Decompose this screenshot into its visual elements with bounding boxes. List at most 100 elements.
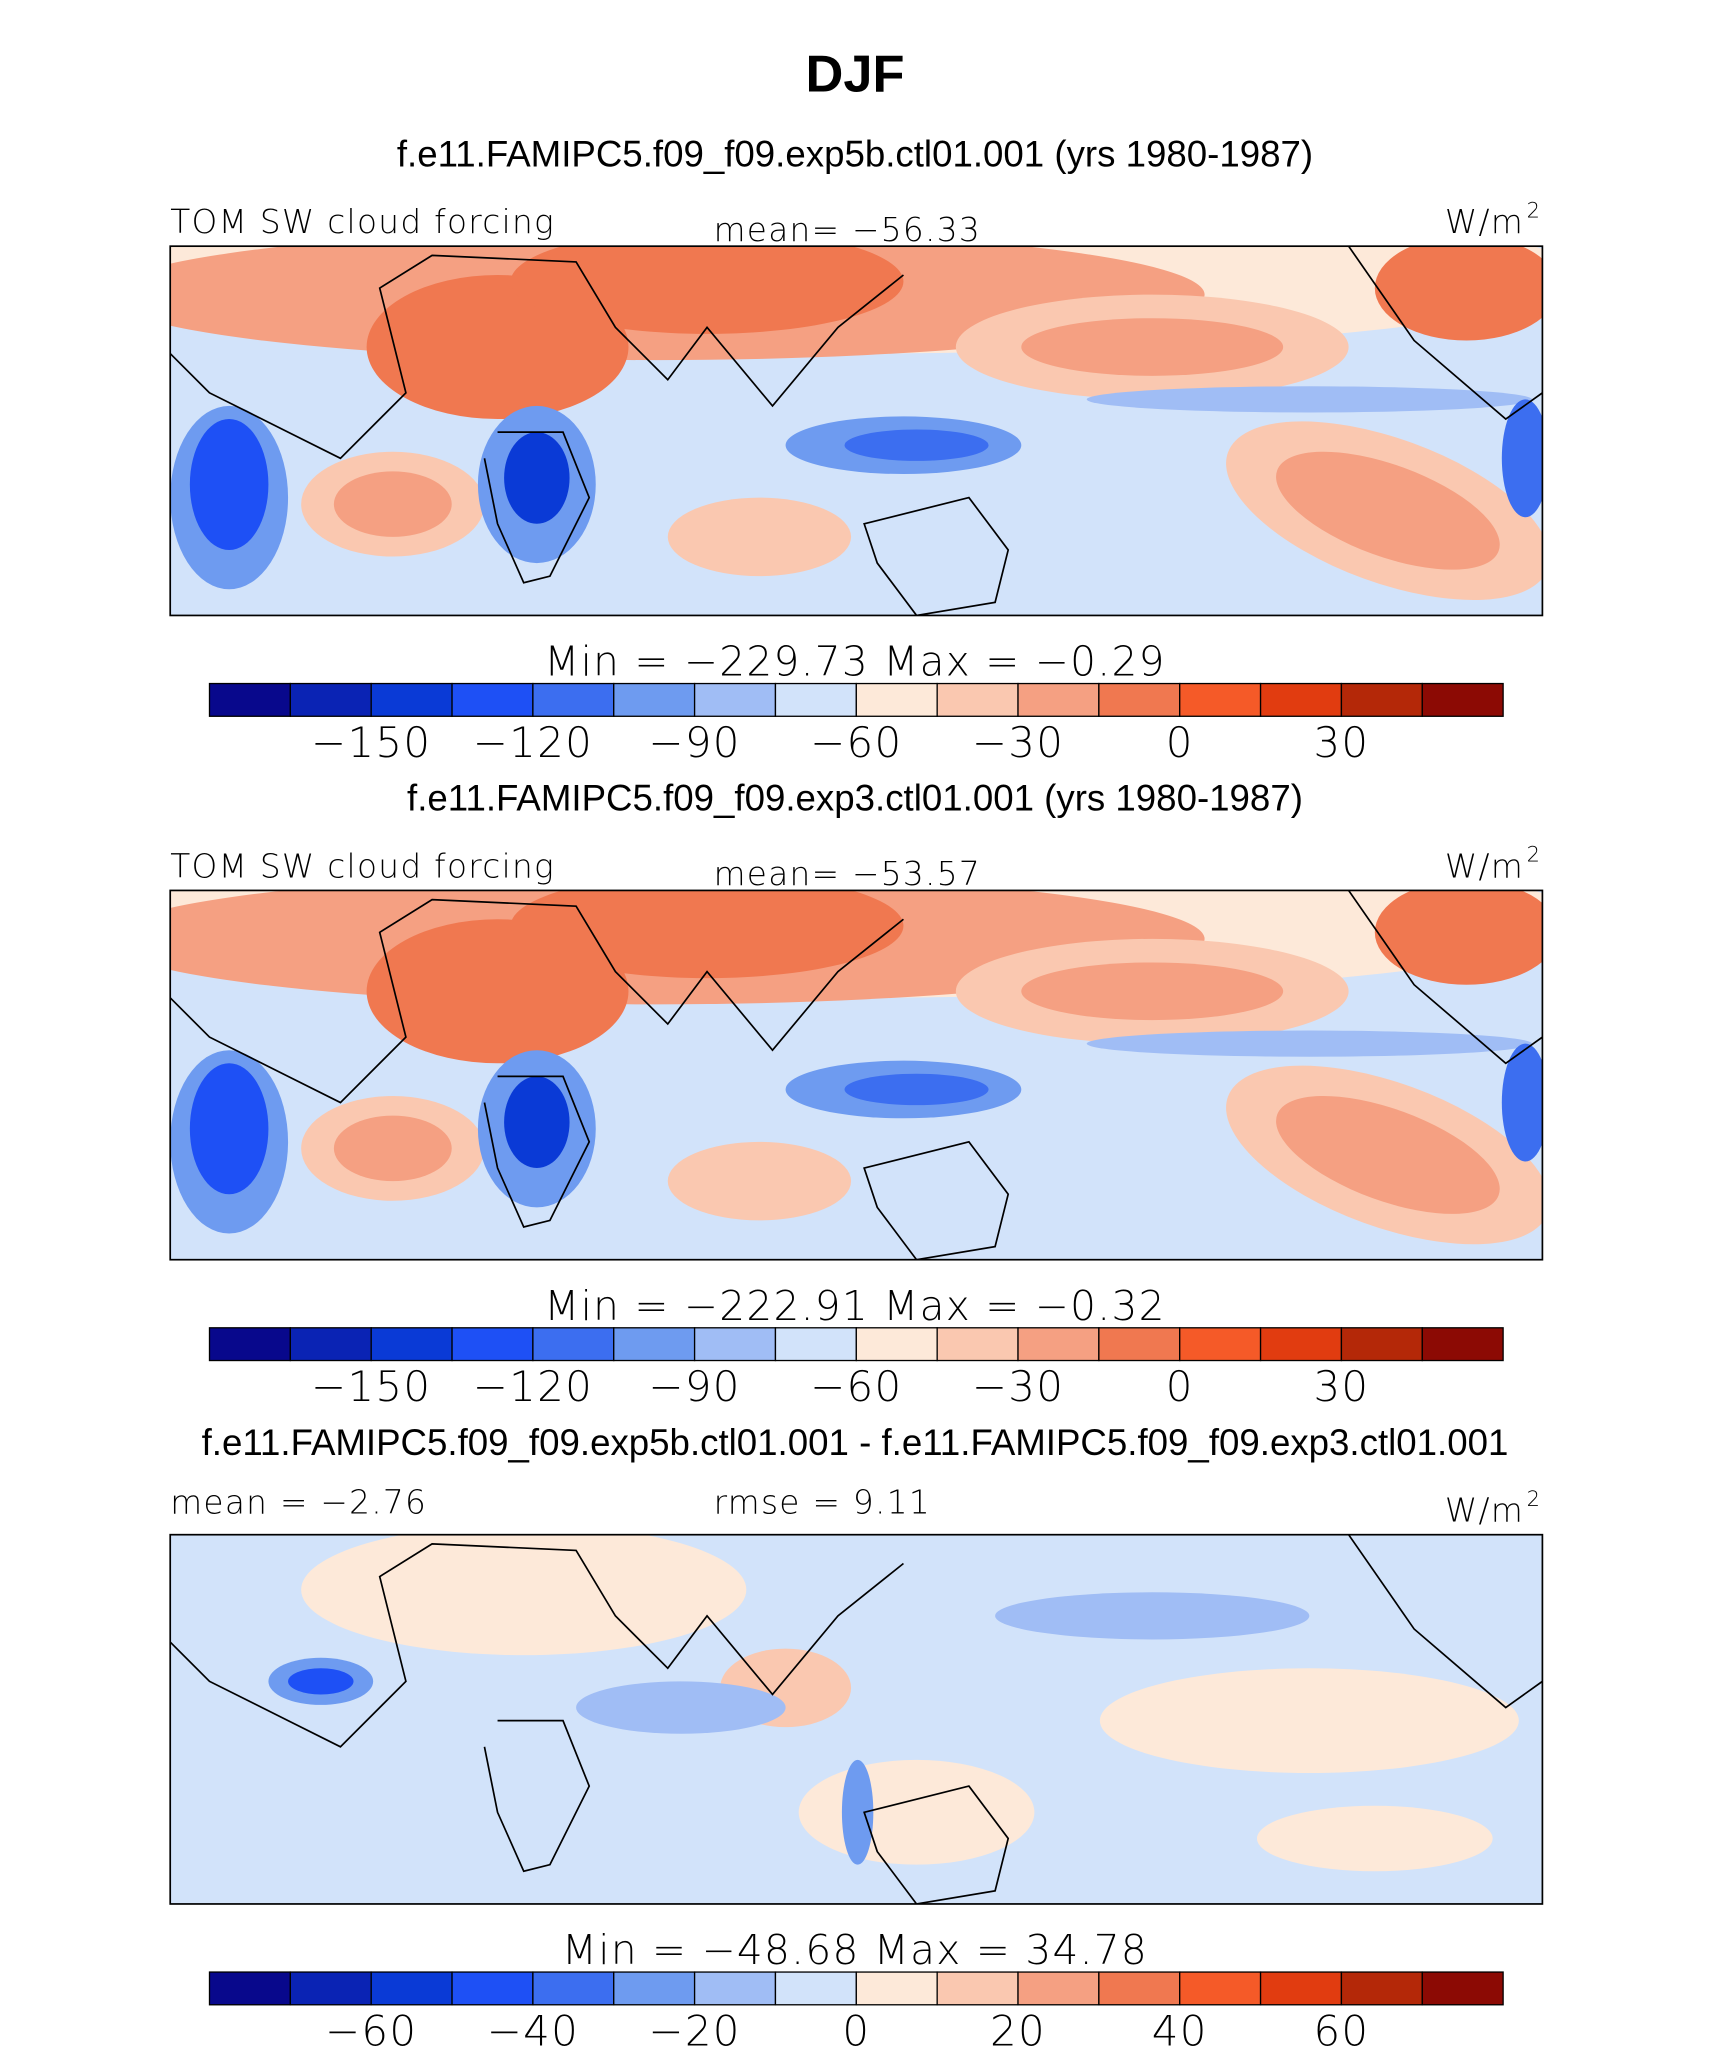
colorbar-box — [936, 682, 1019, 717]
colorbar-box — [936, 1327, 1019, 1362]
field-patch — [1374, 890, 1543, 985]
colorbar-tick-label: −150 — [311, 718, 431, 767]
colorbar-tick-label: −40 — [487, 2006, 579, 2048]
panel-subtitle: f.e11.FAMIPC5.f09_f09.exp5b.ctl01.001 - … — [202, 1422, 1509, 1463]
colorbar-box — [1340, 1327, 1423, 1362]
field-patch — [995, 1592, 1310, 1640]
colorbar-tick-label: −90 — [648, 718, 740, 767]
colorbar-box — [774, 682, 857, 717]
colorbar-box — [774, 1327, 857, 1362]
colorbar-box — [613, 1327, 696, 1362]
field-patch — [504, 1076, 570, 1169]
field-patch — [1276, 1095, 1500, 1214]
field-patch — [189, 1063, 269, 1195]
colorbar-box — [1421, 1327, 1504, 1362]
units-superscript: 2 — [1527, 198, 1542, 222]
coastline — [170, 890, 1543, 1260]
field-patch — [1021, 962, 1284, 1021]
colorbar-box — [451, 1327, 534, 1362]
colorbar-box — [208, 682, 292, 717]
colorbar-tick-label: 20 — [990, 2006, 1046, 2048]
colorbar-box — [1259, 1327, 1343, 1362]
colorbar-box — [532, 1327, 615, 1362]
field-patch — [844, 429, 989, 461]
colorbar-tick-label: −60 — [325, 2006, 417, 2048]
field-patch — [1374, 246, 1543, 341]
units-superscript: 2 — [1527, 1487, 1542, 1511]
center-label: rmse = 9.11 — [714, 1484, 931, 1522]
coastline — [170, 1534, 1543, 1904]
colorbar-box — [451, 682, 534, 717]
field-patch — [841, 1759, 874, 1865]
field-patch — [510, 890, 904, 979]
colorbar-box — [451, 1971, 534, 2006]
colorbar-box — [370, 1327, 453, 1362]
map — [170, 246, 1543, 616]
field-patch — [1501, 1043, 1543, 1162]
colorbar-box — [289, 1971, 372, 2006]
colorbar-box — [693, 682, 777, 717]
colorbar-box — [1098, 682, 1181, 717]
colorbar-box — [936, 1971, 1019, 2006]
map-frame — [169, 245, 1544, 617]
colorbar-box — [532, 682, 615, 717]
colorbar-box — [1259, 1971, 1343, 2006]
colorbar-tick-label: −30 — [972, 1362, 1064, 1411]
field-patch — [333, 1115, 452, 1182]
field-patch — [1086, 386, 1532, 413]
colorbar-box — [774, 1971, 857, 2006]
min-max-label: Min = −229.73 Max = −0.29 — [544, 638, 1165, 686]
colorbar-box — [1340, 1971, 1423, 2006]
field-patch — [798, 1759, 1035, 1865]
colorbar-tick-label: −30 — [972, 718, 1064, 767]
left-label: TOM SW cloud forcing — [170, 847, 555, 885]
colorbar-box — [1179, 1971, 1262, 2006]
colorbar-tick-label: 40 — [1152, 2006, 1208, 2048]
colorbar-box — [1017, 682, 1100, 717]
colorbar-box — [613, 682, 696, 717]
field-patch — [1501, 399, 1543, 518]
colorbar-box — [208, 1971, 292, 2006]
colorbar-box — [532, 1971, 615, 2006]
units-superscript: 2 — [1527, 843, 1542, 867]
colorbar-box — [855, 1971, 938, 2006]
field-patch — [667, 497, 852, 577]
colorbar-tick-label: −60 — [810, 718, 902, 767]
colorbar-tick-label: −90 — [648, 1362, 740, 1411]
center-label: mean= −53.57 — [714, 855, 981, 893]
colorbar-tick-label: 0 — [842, 2006, 870, 2048]
map — [170, 1534, 1543, 1904]
colorbar-box — [1340, 682, 1423, 717]
field-patch — [510, 246, 904, 334]
colorbar-box — [1098, 1327, 1181, 1362]
field-patch — [504, 432, 570, 524]
colorbar-tick-label: −120 — [473, 718, 593, 767]
map-frame — [169, 1533, 1544, 1905]
field-patch — [1099, 1668, 1519, 1774]
colorbar-box — [693, 1327, 777, 1362]
colorbar-tick-label: 0 — [1166, 1362, 1194, 1411]
field-patch — [333, 471, 452, 537]
center-label: mean= −56.33 — [714, 211, 981, 249]
colorbar-tick-label: 0 — [1166, 718, 1194, 767]
colorbar-box — [208, 1327, 292, 1362]
field-patch — [1256, 1805, 1493, 1872]
units: W/m — [1445, 847, 1524, 885]
colorbar-box — [613, 1971, 696, 2006]
map — [170, 890, 1543, 1260]
colorbar-box — [855, 682, 938, 717]
colorbar-box — [289, 682, 372, 717]
field-patch — [288, 1668, 354, 1695]
field-patch — [301, 1534, 747, 1656]
colorbar-tick-label: −120 — [473, 1362, 593, 1411]
colorbar-box — [1259, 682, 1343, 717]
coastline — [170, 246, 1543, 616]
units: W/m — [1445, 1492, 1524, 1530]
colorbar-box — [1017, 1327, 1100, 1362]
field-patch — [189, 419, 269, 550]
colorbar-box — [1421, 682, 1504, 717]
panel: f.e11.FAMIPC5.f09_f09.exp3.ctl01.001 (yr… — [169, 778, 1544, 1411]
left-label: mean = −2.76 — [170, 1484, 427, 1522]
